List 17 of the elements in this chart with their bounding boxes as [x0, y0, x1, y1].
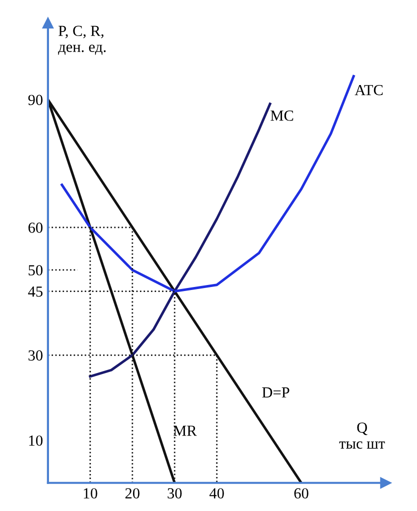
y-tick-label: 45 [28, 286, 42, 297]
annotation: MC [270, 110, 294, 121]
x-tick-label: 30 [168, 488, 182, 499]
x-tick-label: 10 [84, 488, 98, 499]
annotation: MR [174, 426, 197, 436]
x-tick-label: 40 [210, 488, 224, 499]
y-tick-label: 60 [28, 222, 43, 233]
y-tick-label: 10 [29, 435, 43, 446]
x-tick-label: 60 [294, 488, 308, 499]
x-tick-label: 20 [125, 488, 140, 499]
y-tick-label: 90 [28, 94, 43, 106]
y-tick-label: 30 [28, 350, 43, 361]
x-axis-title: Q тыс шт [339, 422, 385, 449]
y-axis-title: P, C, R, ден. ед. [58, 26, 106, 55]
annotation: D=P [262, 387, 290, 398]
annotation: ATC [354, 84, 383, 96]
y-tick-label: 50 [28, 265, 43, 276]
